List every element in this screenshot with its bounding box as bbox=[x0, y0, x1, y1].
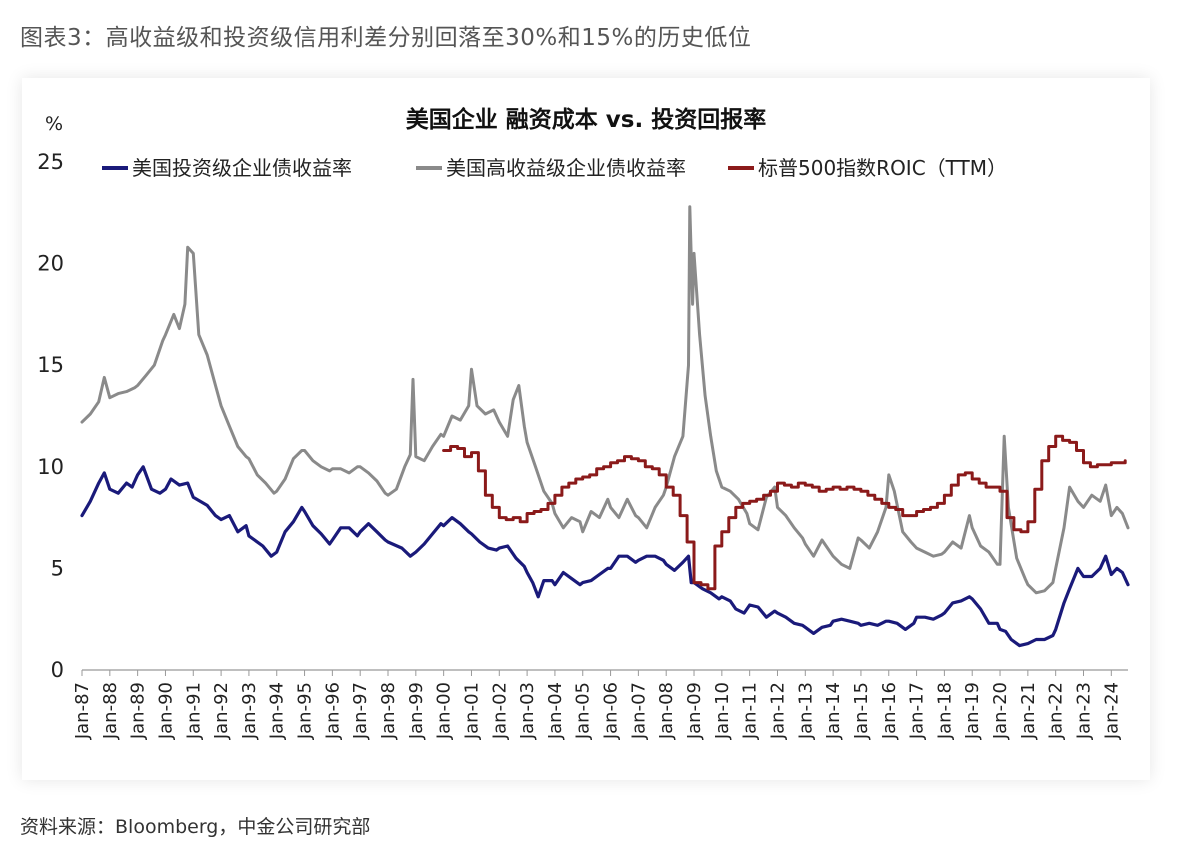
x-tick-label: Jan-88 bbox=[100, 682, 121, 740]
x-tick-label: Jan-06 bbox=[601, 682, 622, 740]
x-tick-label: Jan-23 bbox=[1073, 682, 1094, 740]
x-tick-label: Jan-09 bbox=[684, 682, 705, 740]
x-tick-label: Jan-24 bbox=[1101, 682, 1122, 740]
y-tick-label: 25 bbox=[37, 150, 64, 174]
x-tick-label: Jan-17 bbox=[907, 682, 928, 740]
x-tick-label: Jan-21 bbox=[1018, 682, 1039, 740]
x-tick-label: Jan-02 bbox=[489, 682, 510, 740]
x-tick-label: Jan-91 bbox=[183, 682, 204, 740]
series-line-2 bbox=[442, 434, 1127, 591]
x-tick-label: Jan-92 bbox=[211, 682, 232, 740]
x-tick-label: Jan-14 bbox=[823, 682, 844, 740]
legend: 美国投资级企业债收益率 美国高收益级企业债收益率 标普500指数ROIC（TTM） bbox=[102, 156, 1007, 180]
x-tick-label: Jan-03 bbox=[517, 682, 538, 740]
x-tick-label: Jan-19 bbox=[962, 682, 983, 740]
x-tick-label: Jan-97 bbox=[350, 682, 371, 740]
x-tick-label: Jan-90 bbox=[155, 682, 176, 740]
y-axis-ticks: 0 5 10 15 20 25 bbox=[37, 150, 64, 682]
y-axis-unit-label: % bbox=[45, 113, 63, 135]
x-tick-label: Jan-05 bbox=[573, 682, 594, 740]
x-tick-label: Jan-18 bbox=[934, 682, 955, 740]
x-tick-label: Jan-87 bbox=[72, 682, 93, 740]
page-heading: 图表3：高收益级和投资级信用利差分别回落至30%和15%的历史低位 bbox=[20, 25, 752, 51]
series-line-1 bbox=[80, 205, 1130, 595]
x-tick-label: Jan-13 bbox=[795, 682, 816, 740]
x-tick-label: Jan-94 bbox=[267, 682, 288, 740]
x-tick-label: Jan-16 bbox=[879, 682, 900, 740]
series-line-0 bbox=[80, 465, 1130, 648]
x-tick-label: Jan-08 bbox=[656, 682, 677, 740]
x-tick-label: Jan-10 bbox=[712, 682, 733, 740]
x-tick-label: Jan-22 bbox=[1046, 682, 1067, 740]
x-tick-label: Jan-93 bbox=[239, 682, 260, 740]
chart-panel: 美国企业 融资成本 vs. 投资回报率 % 0 5 10 15 20 25 Jan-87 J… bbox=[22, 78, 1150, 780]
x-tick-label: Jan-11 bbox=[740, 682, 761, 740]
x-tick-label: Jan-12 bbox=[767, 682, 788, 740]
x-tick-label: Jan-00 bbox=[434, 682, 455, 740]
x-tick-label: Jan-07 bbox=[628, 682, 649, 740]
y-tick-label: 20 bbox=[37, 252, 64, 276]
source-note: 资料来源：Bloomberg，中金公司研究部 bbox=[20, 816, 371, 838]
y-tick-label: 10 bbox=[37, 455, 64, 479]
x-axis: Jan-87 Jan-88 Jan-89 Jan-90 Jan-91 Jan-92 Jan-… bbox=[72, 669, 1128, 740]
legend-label: 标普500指数ROIC（TTM） bbox=[758, 156, 1007, 180]
x-tick-label: Jan-95 bbox=[295, 682, 316, 740]
x-tick-label: Jan-15 bbox=[851, 682, 872, 740]
y-tick-label: 0 bbox=[51, 658, 64, 682]
legend-label: 美国高收益级企业债收益率 bbox=[446, 156, 686, 180]
x-tick-label: Jan-99 bbox=[406, 682, 427, 740]
x-tick-label: Jan-98 bbox=[378, 682, 399, 740]
legend-label: 美国投资级企业债收益率 bbox=[132, 156, 352, 180]
chart-title: 美国企业 融资成本 vs. 投资回报率 bbox=[406, 106, 766, 133]
x-tick-label: Jan-96 bbox=[322, 682, 343, 740]
y-tick-label: 5 bbox=[51, 556, 64, 580]
x-tick-label: Jan-01 bbox=[461, 682, 482, 740]
series-lines bbox=[80, 205, 1130, 648]
x-tick-label: Jan-04 bbox=[545, 682, 566, 740]
x-tick-label: Jan-20 bbox=[990, 682, 1011, 740]
y-tick-label: 15 bbox=[37, 353, 64, 377]
x-tick-label: Jan-89 bbox=[128, 682, 149, 740]
